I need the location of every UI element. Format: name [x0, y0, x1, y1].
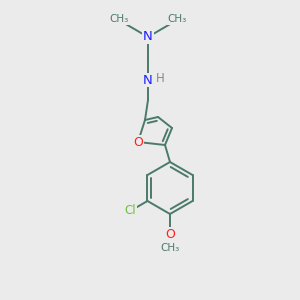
- Text: Cl: Cl: [124, 205, 136, 218]
- Text: O: O: [165, 227, 175, 241]
- Text: N: N: [143, 31, 153, 44]
- Text: N: N: [143, 74, 153, 86]
- Text: O: O: [133, 136, 143, 148]
- Text: CH₃: CH₃: [160, 243, 180, 253]
- Text: CH₃: CH₃: [167, 14, 187, 24]
- Text: CH₃: CH₃: [110, 14, 129, 24]
- Text: H: H: [156, 73, 164, 85]
